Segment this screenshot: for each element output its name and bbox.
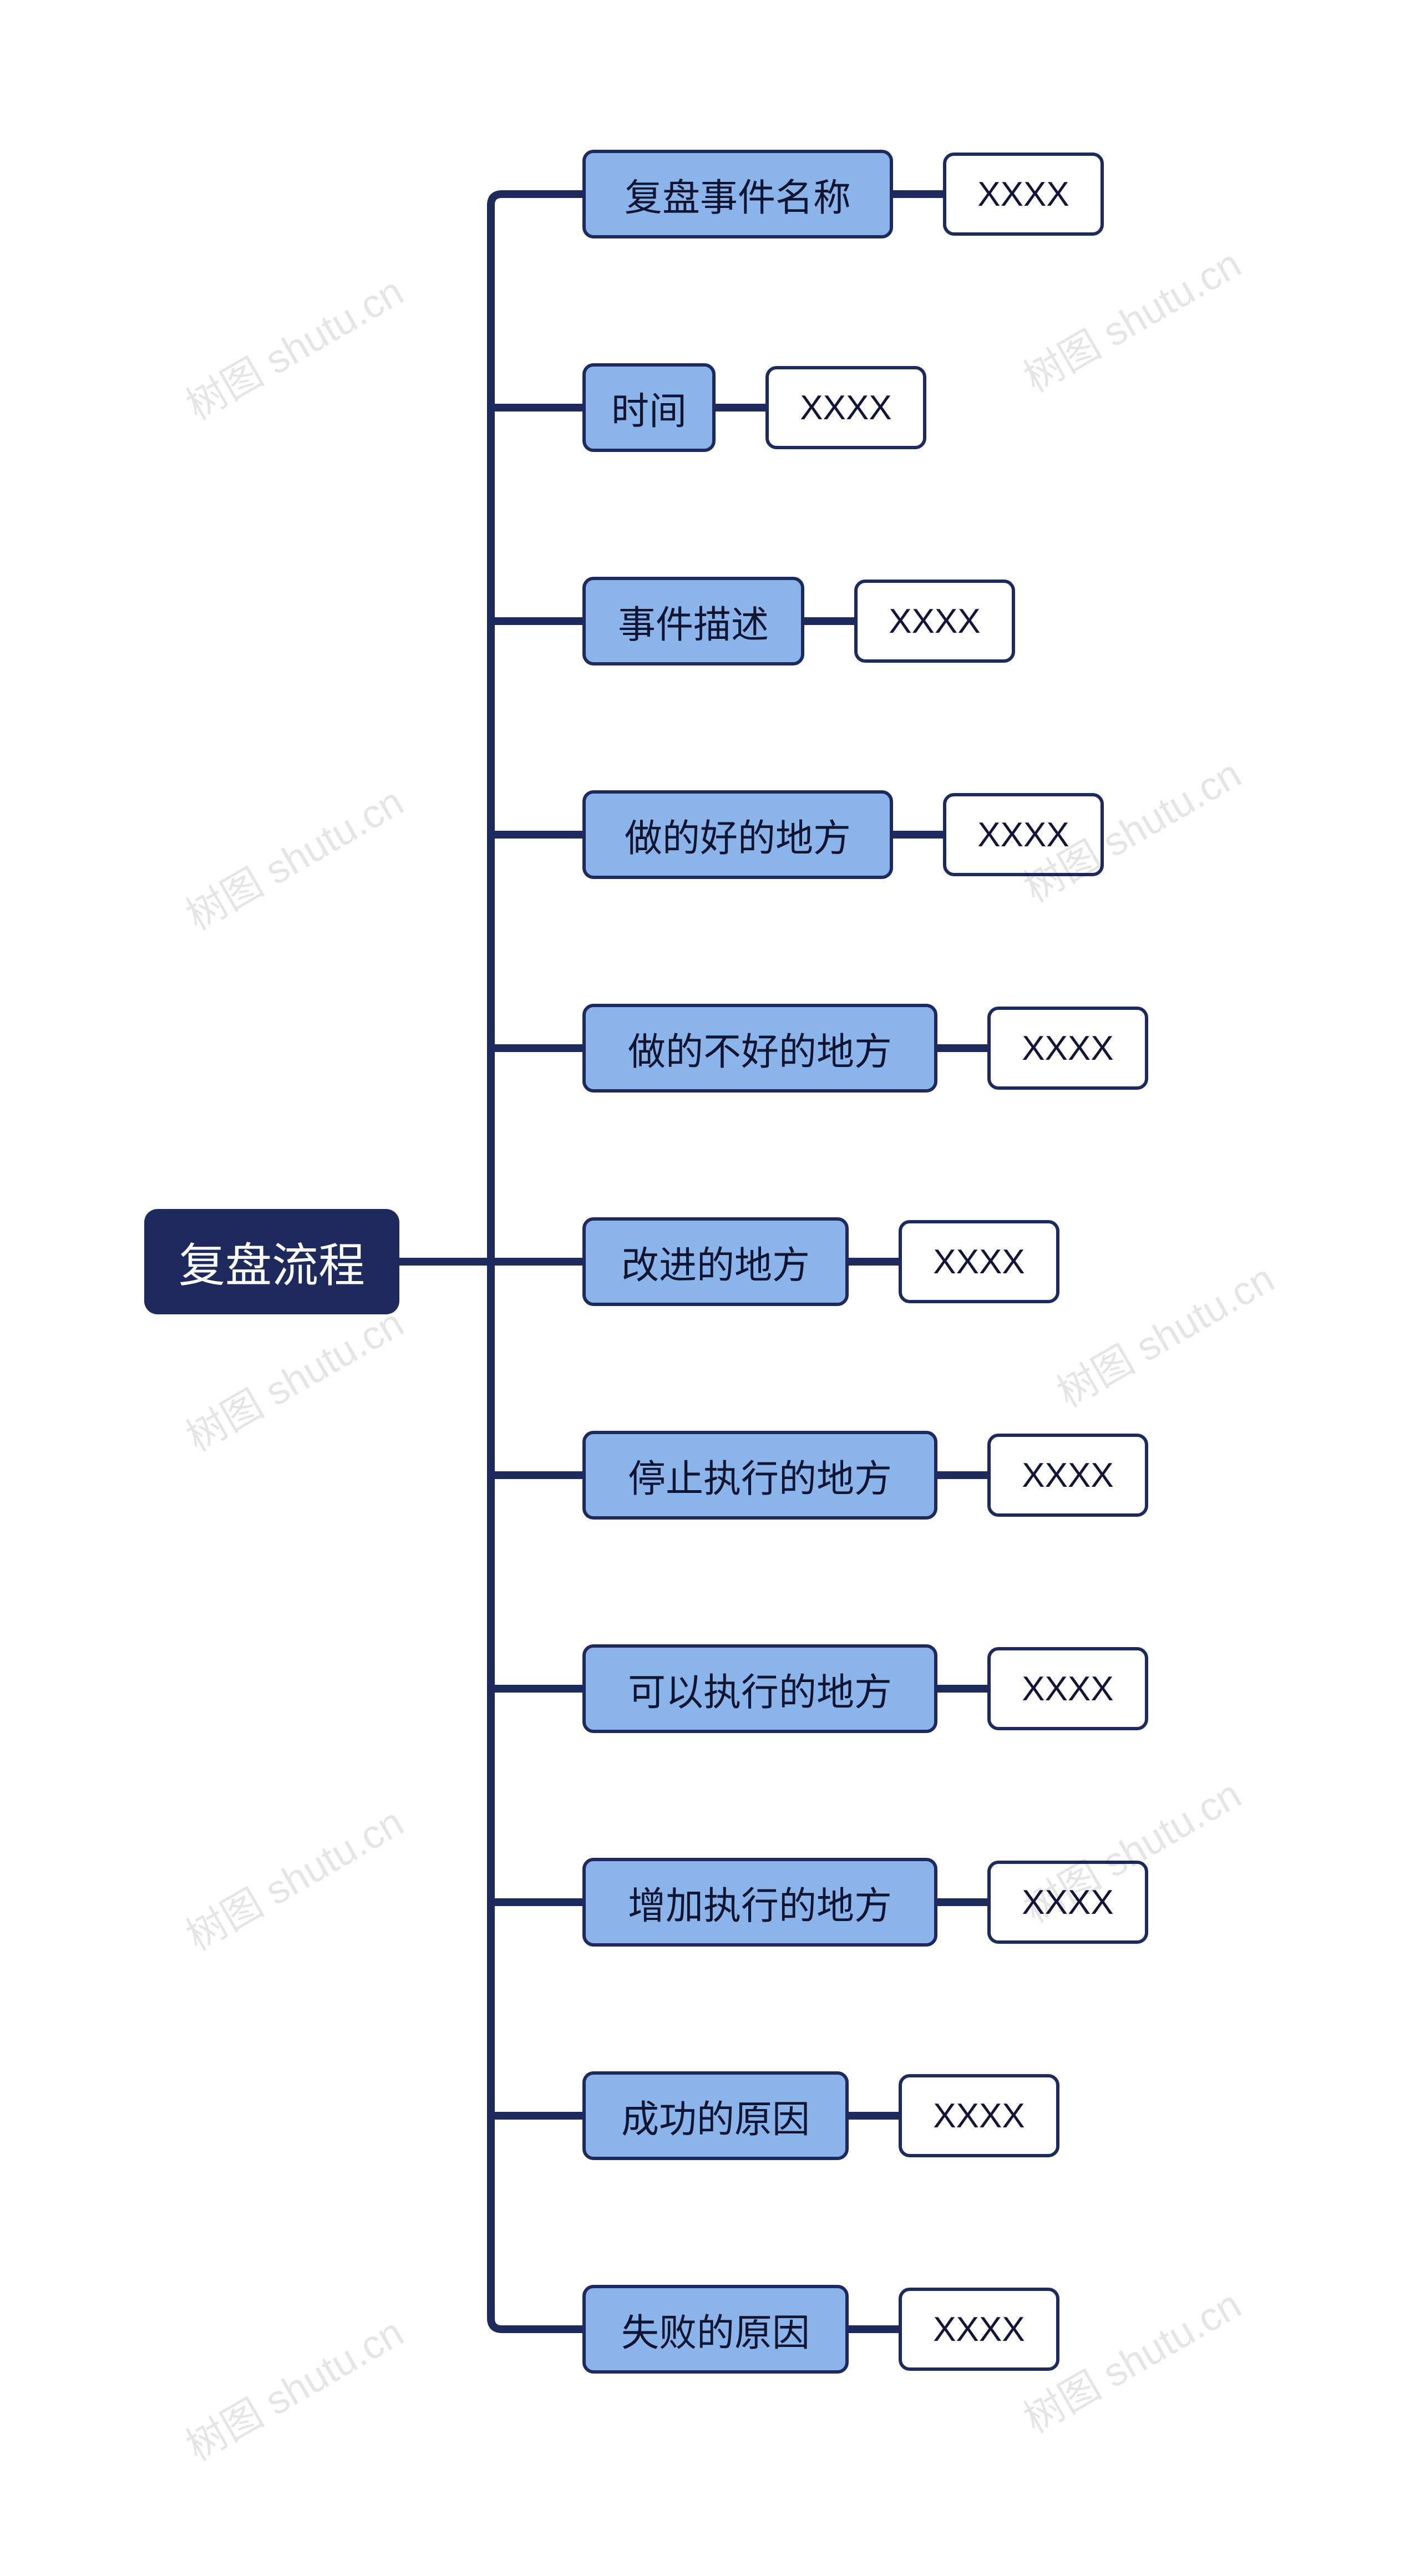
leaf-node-8: XXXX	[987, 1861, 1148, 1944]
branch-node-10: 失败的原因	[582, 2285, 849, 2374]
branch-label: 复盘事件名称	[625, 167, 851, 222]
leaf-label: XXXX	[1022, 1669, 1113, 1709]
leaf-label: XXXX	[933, 2096, 1025, 2136]
leaf-label: XXXX	[977, 175, 1069, 214]
branch-label: 可以执行的地方	[628, 1662, 892, 1716]
branch-label: 增加执行的地方	[628, 1875, 892, 1930]
leaf-label: XXXX	[1022, 1883, 1113, 1922]
leaf-label: XXXX	[889, 602, 980, 641]
branch-label: 做的好的地方	[625, 807, 851, 862]
leaf-node-4: XXXX	[987, 1007, 1148, 1090]
root-node: 复盘流程	[144, 1209, 399, 1314]
leaf-label: XXXX	[977, 815, 1069, 855]
branch-node-3: 做的好的地方	[582, 790, 893, 879]
branch-node-7: 可以执行的地方	[582, 1644, 937, 1733]
leaf-label: XXXX	[933, 1242, 1025, 1282]
branch-node-4: 做的不好的地方	[582, 1004, 937, 1093]
branch-label: 时间	[611, 380, 687, 435]
leaf-node-5: XXXX	[899, 1220, 1059, 1303]
branch-label: 停止执行的地方	[628, 1448, 892, 1503]
root-label: 复盘流程	[179, 1228, 365, 1295]
leaf-node-3: XXXX	[943, 793, 1104, 876]
leaf-node-9: XXXX	[899, 2074, 1059, 2157]
branch-node-2: 事件描述	[582, 577, 804, 665]
leaf-node-1: XXXX	[765, 366, 926, 449]
leaf-node-7: XXXX	[987, 1647, 1148, 1730]
leaf-node-6: XXXX	[987, 1434, 1148, 1517]
mindmap-container: 复盘流程 复盘事件名称 XXXX 时间 XXXX 事件描述 XXXX 做的好的地方 XXXX 做…	[111, 83, 1331, 2523]
branch-label: 失败的原因	[621, 2302, 810, 2357]
branch-label: 改进的地方	[621, 1234, 810, 1289]
branch-node-0: 复盘事件名称	[582, 150, 893, 238]
branch-label: 事件描述	[618, 594, 769, 649]
branch-label: 成功的原因	[621, 2089, 810, 2143]
leaf-node-2: XXXX	[854, 580, 1015, 663]
branch-node-9: 成功的原因	[582, 2071, 849, 2160]
branch-node-5: 改进的地方	[582, 1217, 849, 1306]
leaf-label: XXXX	[800, 388, 891, 428]
leaf-label: XXXX	[1022, 1456, 1113, 1495]
leaf-label: XXXX	[1022, 1029, 1113, 1068]
branch-label: 做的不好的地方	[628, 1021, 892, 1076]
branch-node-8: 增加执行的地方	[582, 1858, 937, 1947]
leaf-node-0: XXXX	[943, 153, 1104, 236]
leaf-label: XXXX	[933, 2310, 1025, 2349]
leaf-node-10: XXXX	[899, 2288, 1059, 2371]
branch-node-1: 时间	[582, 363, 716, 452]
branch-node-6: 停止执行的地方	[582, 1431, 937, 1520]
